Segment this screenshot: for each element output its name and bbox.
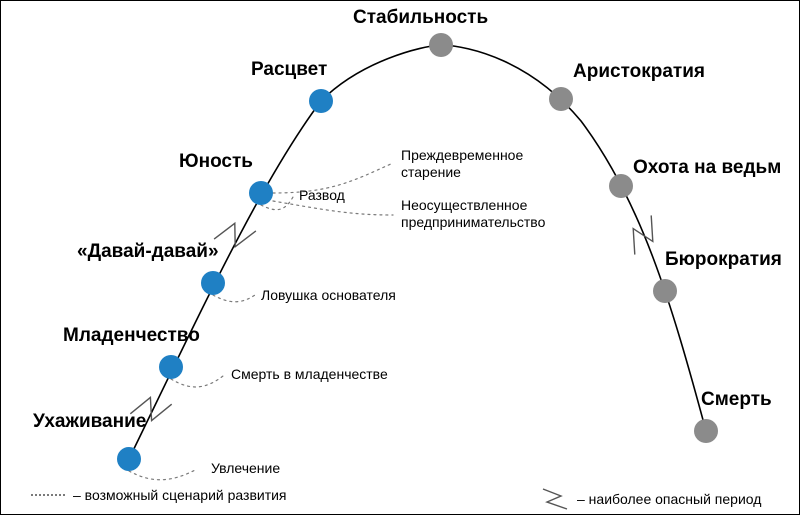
legend-danger-text: – наиболее опасный период <box>577 491 761 507</box>
legend-scenario: – возможный сценарий развития <box>31 487 287 503</box>
label-witchhunt: Охота на ведьм <box>633 157 781 179</box>
label-bureaucracy: Бюрократия <box>665 249 782 271</box>
connector-hobby <box>129 469 197 480</box>
danger-marker-z2 <box>214 223 256 246</box>
sublabel-hobby: Увлечение <box>211 460 280 477</box>
node-bureaucracy <box>653 279 677 303</box>
sublabel-infant-death: Смерть в младенчестве <box>231 366 388 383</box>
sublabel-unfulfilled: Неосуществленное предпринимательство <box>401 197 545 231</box>
connector-founder-trap <box>213 295 255 302</box>
node-aristocracy <box>549 87 573 111</box>
label-death: Смерть <box>701 389 772 411</box>
node-infancy <box>159 355 183 379</box>
node-courtship <box>117 447 141 471</box>
node-prime <box>309 89 333 113</box>
node-stability <box>429 33 453 57</box>
sublabel-premature: Преждевременное старение <box>401 147 523 181</box>
label-adolescence: Юность <box>179 151 253 173</box>
node-go-go <box>201 271 225 295</box>
node-witchhunt <box>609 174 633 198</box>
label-go-go: «Давай-давай» <box>77 241 219 263</box>
legend-danger: – наиболее опасный период <box>541 487 761 511</box>
sublabel-divorce: Развод <box>299 187 345 204</box>
label-infancy: Младенчество <box>63 325 200 347</box>
lifecycle-diagram: Ухаживание Младенчество «Давай-давай» Юност… <box>0 0 800 515</box>
label-courtship: Ухаживание <box>33 411 146 433</box>
label-prime: Расцвет <box>251 59 327 81</box>
legend-zigzag-icon <box>541 487 569 511</box>
label-aristocracy: Аристократия <box>573 61 705 83</box>
sublabel-founder-trap: Ловушка основателя <box>261 287 396 304</box>
legend-scenario-text: – возможный сценарий развития <box>73 487 287 503</box>
connector-infant-death <box>171 376 223 387</box>
legend-dash-icon <box>31 494 65 496</box>
node-adolescence <box>249 181 273 205</box>
label-stability: Стабильность <box>353 7 488 29</box>
node-death <box>694 419 718 443</box>
